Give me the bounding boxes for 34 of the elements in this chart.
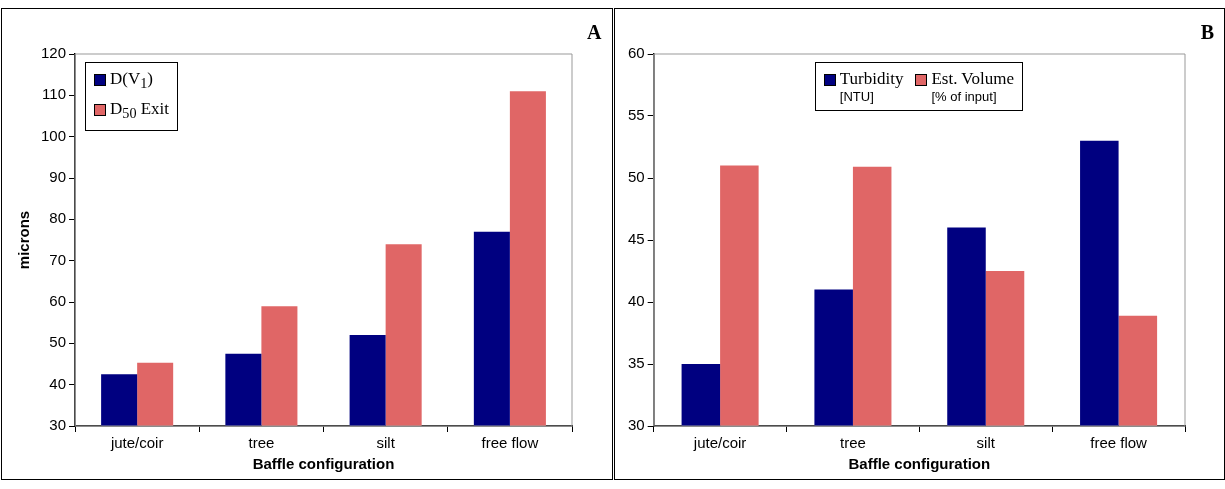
x-tick-label: silt: [976, 434, 996, 452]
legend-label: D$_{50}$ Exit: [110, 99, 170, 124]
x-tick-label: free flow: [1089, 434, 1147, 452]
x-tick-label: jute/coir: [109, 434, 164, 452]
legend-label: D(V$_{1}$): [110, 69, 153, 94]
y-tick-label: 55: [627, 106, 645, 124]
y-tick-label: 50: [49, 333, 67, 351]
x-tick-label: tree: [839, 434, 866, 452]
text: B: [1200, 21, 1214, 44]
y-tick-label: 110: [42, 85, 67, 103]
y-tick-label: 80: [49, 209, 67, 227]
legend-label: Turbidity [NTU]: [839, 69, 904, 104]
y-tick-label: 90: [49, 168, 67, 186]
x-axis-title: Baffle configuration: [252, 455, 395, 473]
legend-label: Est. Volume [% of input]: [931, 69, 1014, 104]
y-tick-label: 35: [627, 354, 645, 372]
y-tick-label: 60: [627, 44, 645, 62]
x-tick-label: tree: [248, 434, 275, 452]
y-tick-label: 30: [49, 416, 67, 434]
y-tick-label: 100: [41, 126, 67, 144]
x-tick-label: silt: [376, 434, 396, 452]
y-tick-label: 120: [41, 44, 67, 62]
y-tick-label: 45: [627, 230, 645, 248]
y-axis-title: microns: [15, 210, 33, 270]
y-tick-label: 50: [627, 168, 645, 186]
x-tick-label: free flow: [481, 434, 539, 452]
y-tick-label: 70: [49, 250, 67, 268]
text: A: [587, 21, 602, 44]
x-tick-label: jute/coir: [692, 434, 746, 452]
y-tick-label: 60: [49, 292, 67, 310]
x-axis-title: Baffle configuration: [848, 455, 990, 473]
y-tick-label: 40: [49, 374, 67, 392]
y-tick-label: 40: [627, 292, 645, 310]
y-tick-label: 30: [627, 416, 645, 434]
